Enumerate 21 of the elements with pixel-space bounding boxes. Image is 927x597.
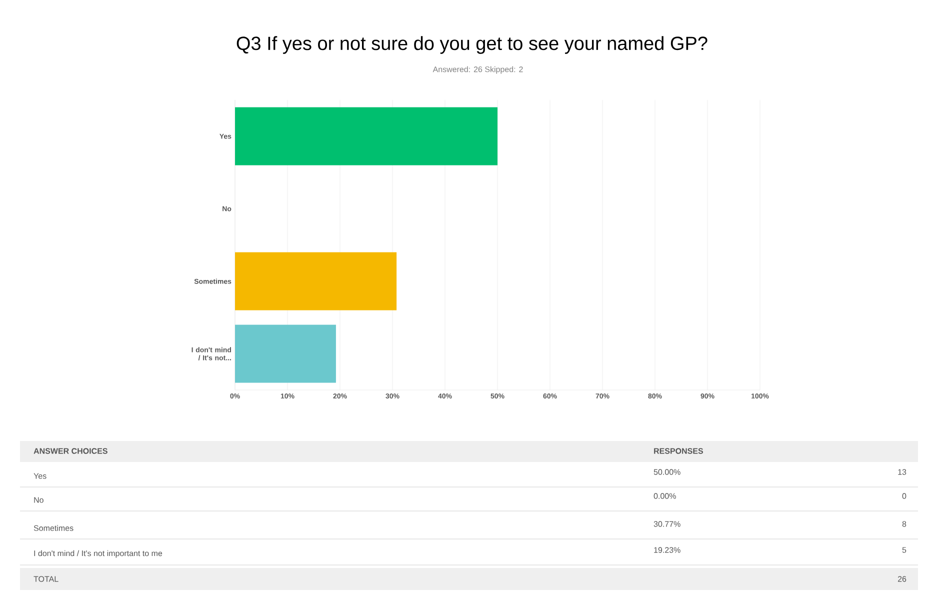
text: 26 xyxy=(898,576,906,582)
chart-title: Q3 If yes or not sure do you get to see your named GP? xyxy=(236,36,708,54)
bar xyxy=(235,107,498,166)
text: RESPONSES xyxy=(654,448,704,454)
text: 0.00% xyxy=(654,493,676,499)
text: 50.00% xyxy=(654,469,680,475)
text: No xyxy=(34,497,44,503)
text: 30.77% xyxy=(654,521,680,527)
text: 0 xyxy=(902,493,906,499)
bar xyxy=(235,252,397,310)
chart-subtitle: Answered: 26 Skipped: 2 xyxy=(432,66,523,74)
text: ANSWER CHOICES xyxy=(34,448,108,454)
bar xyxy=(235,324,336,383)
text: I don't mind / It's not important to me xyxy=(34,550,162,558)
text: 8 xyxy=(902,521,906,527)
text: 19.23% xyxy=(654,547,680,553)
text: TOTAL xyxy=(34,576,58,582)
text: 13 xyxy=(898,469,906,475)
text: Yes xyxy=(34,473,46,479)
text: 5 xyxy=(902,547,906,553)
text: Sometimes xyxy=(34,525,74,531)
